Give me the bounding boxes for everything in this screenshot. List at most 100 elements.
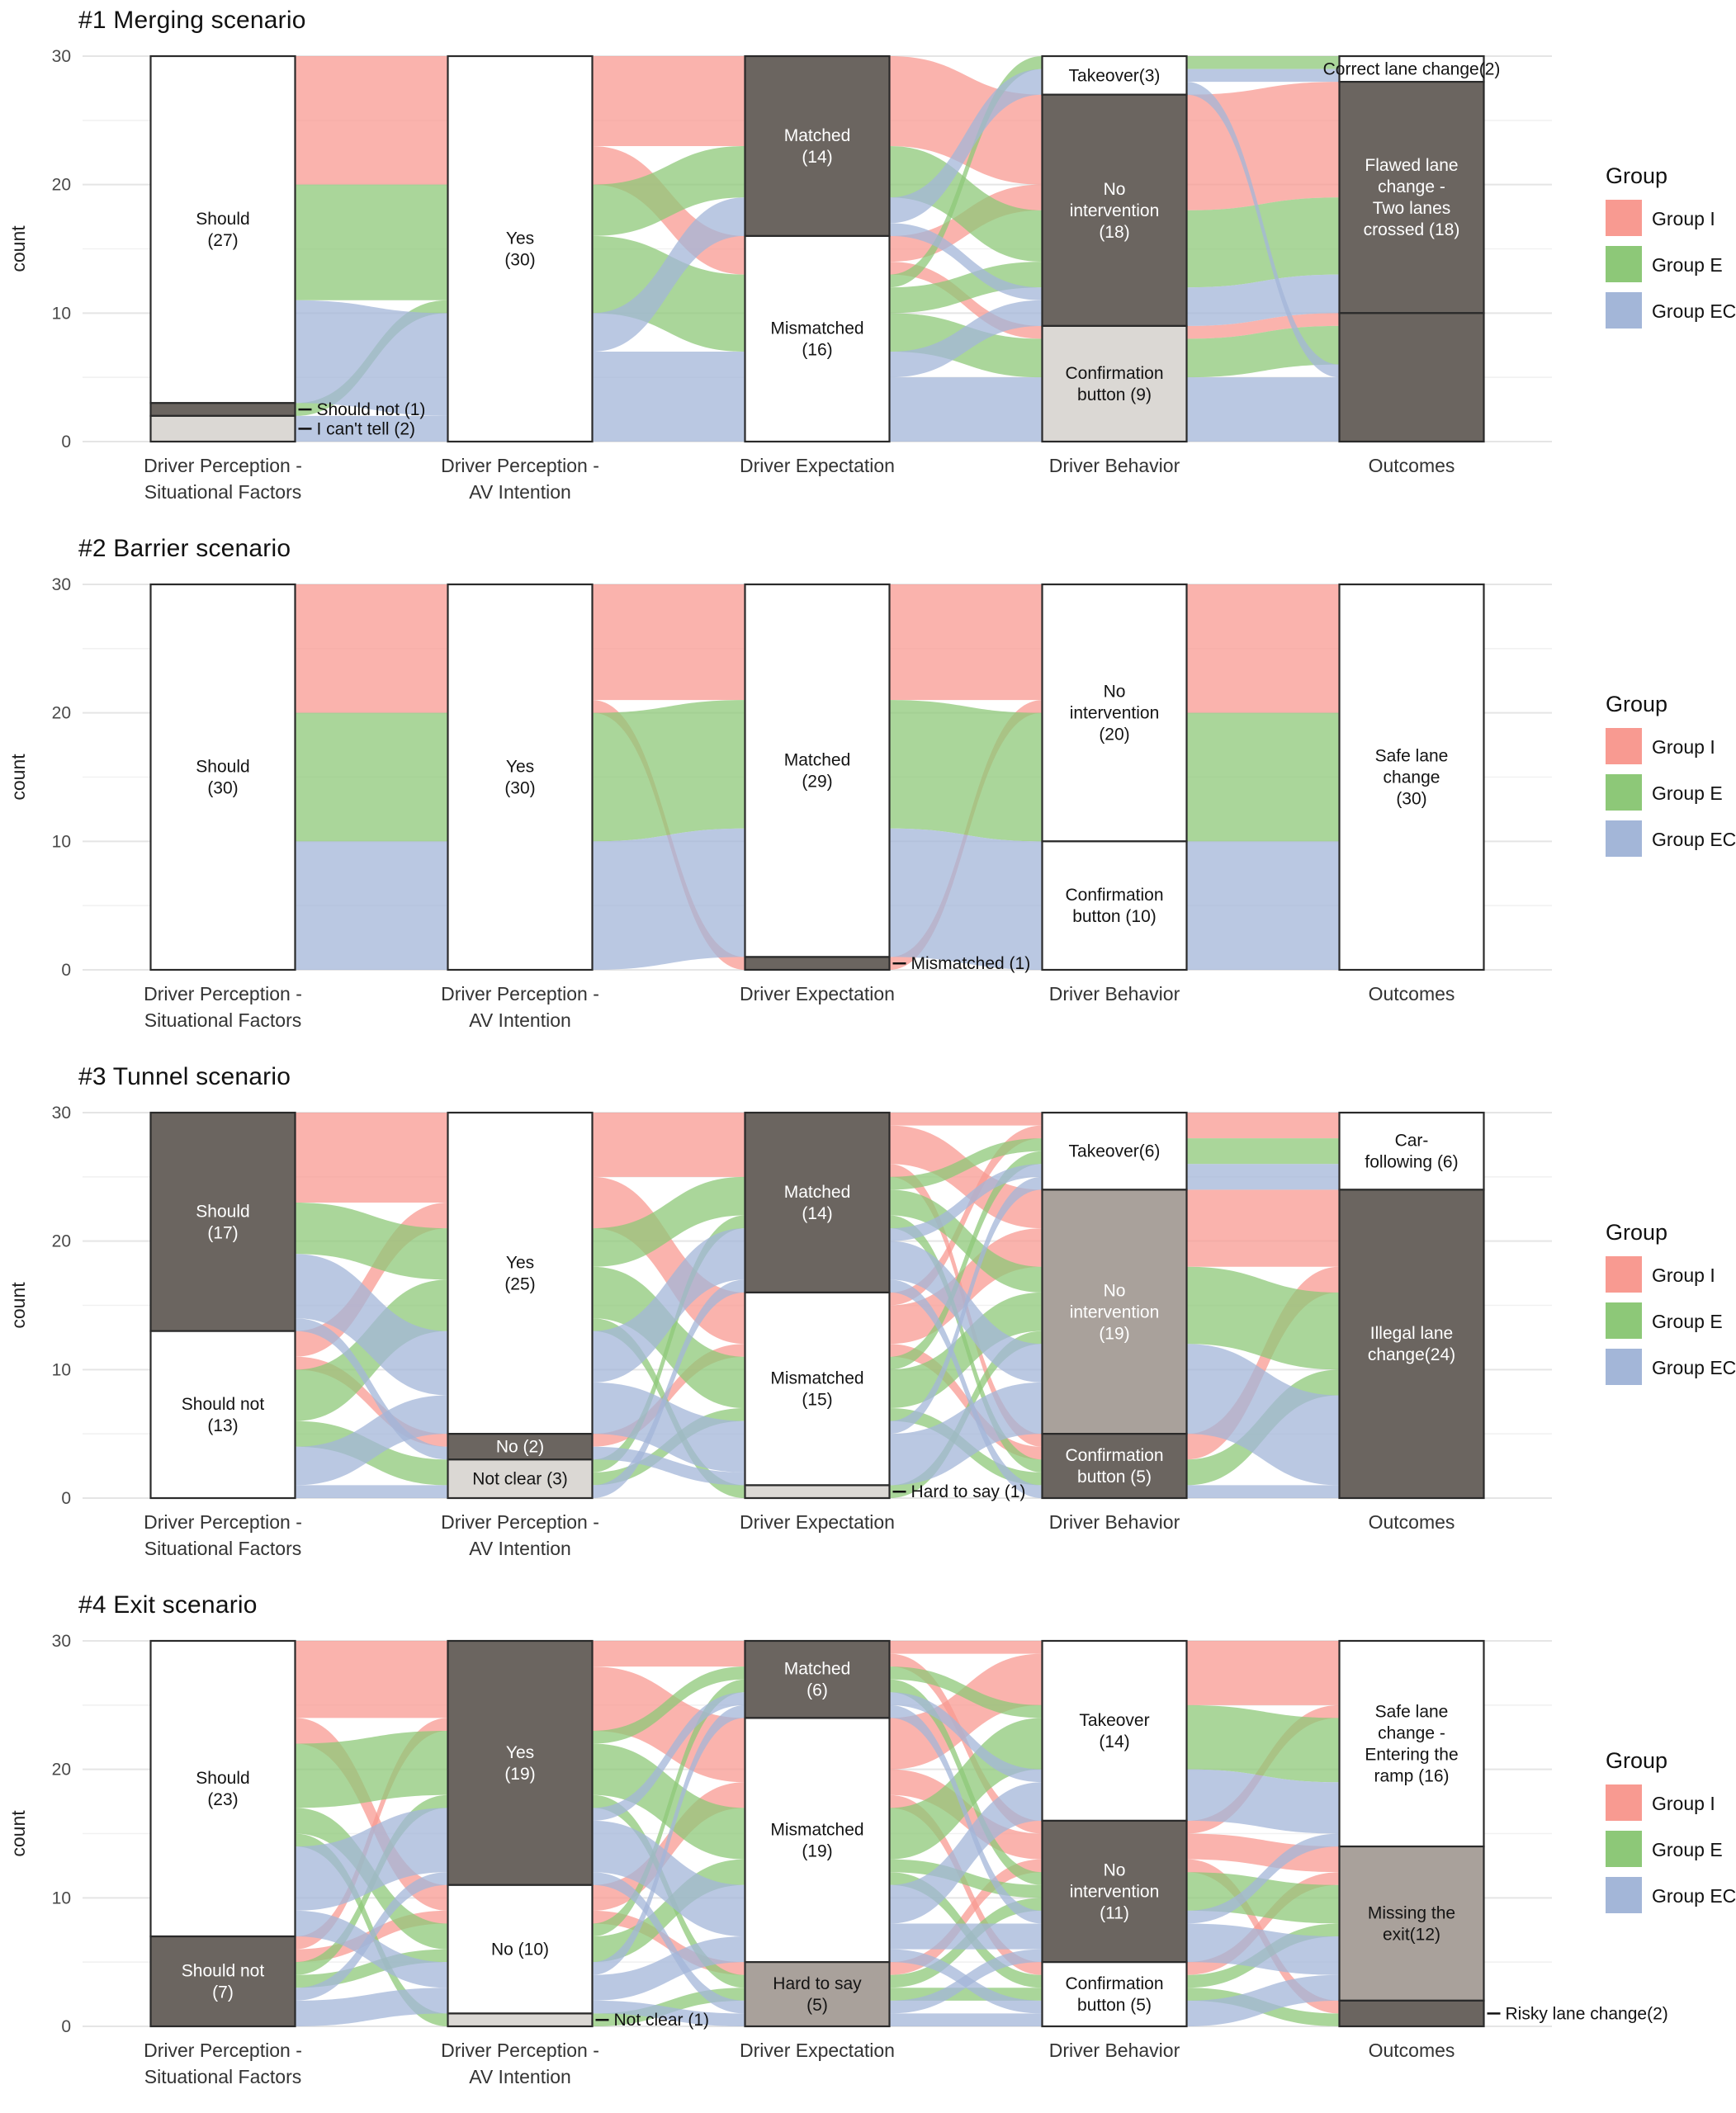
flow-group-ec <box>889 1692 1043 1783</box>
x-axis-label: Outcomes <box>1369 983 1455 1005</box>
x-axis-label: AV Intention <box>469 1009 571 1031</box>
flow-group-i <box>889 584 1043 701</box>
stratum-callout-label: Not clear (1) <box>614 2011 710 2030</box>
flow-group-ec <box>889 1176 1043 1435</box>
flow-group-e <box>889 1859 1043 1898</box>
flow-group-e <box>592 235 745 352</box>
x-axis-label: Outcomes <box>1369 1511 1455 1533</box>
flow-group-ec <box>1186 1923 1340 1975</box>
stratum-label: No intervention (11) <box>1070 1861 1160 1923</box>
legend-swatch-group-ec <box>1606 1877 1642 1913</box>
legend-swatch-group-i <box>1606 200 1642 236</box>
panel-4-chart: 0 10 20 30 count Should (23) Should not (7) Yes (1… <box>0 1585 1736 2113</box>
flow-group-ec <box>592 1820 745 1937</box>
flow-group-e <box>592 1176 745 1267</box>
stratum <box>149 54 296 404</box>
stratum-label: Should (30) <box>196 758 249 798</box>
panel-2-title: #2 Barrier scenario <box>78 535 291 562</box>
flow-group-ec <box>889 69 1043 224</box>
x-axis-label: AV Intention <box>469 2066 571 2087</box>
stratum-label: Matched (29) <box>784 751 851 792</box>
panel-3-chart: 0 10 20 30 count Should (17) Should not (13) Yes(… <box>0 1056 1736 1585</box>
stratum <box>1338 1111 1485 1191</box>
alluvial-panel-svg: 0 10 20 30 count Should (23) Should not (7) Yes (1… <box>7 1632 1736 2087</box>
stratum <box>744 1291 891 1487</box>
flow-group-i <box>889 56 1043 185</box>
flow-group-ec <box>592 1936 745 2001</box>
flow-group-ec <box>1186 69 1340 83</box>
stratum-label: Illegal lane change(24) <box>1368 1324 1455 1364</box>
flow-group-i <box>295 1356 448 1447</box>
legend-swatch-group-e <box>1606 1831 1642 1867</box>
legend-item-label: Group I <box>1652 208 1715 229</box>
stratum-label: No intervention (18) <box>1070 180 1160 242</box>
x-axis-label: Driver Behavior <box>1049 455 1180 476</box>
stratum <box>744 583 891 958</box>
flow-group-i <box>592 56 745 146</box>
y-tick-label: 20 <box>52 176 71 195</box>
stratum-label: Hard to say (5) <box>773 1974 862 2015</box>
legend-swatch-group-ec <box>1606 292 1642 329</box>
flow-group-e <box>889 1189 1043 1293</box>
stratum <box>1041 1111 1188 1191</box>
stratum <box>1041 54 1188 96</box>
stratum-label: Matched (6) <box>784 1660 851 1700</box>
stratum-callout-label: I can't tell (2) <box>317 419 416 438</box>
stratum <box>744 1639 891 1719</box>
flow-group-i <box>889 1125 1043 1229</box>
stratum <box>744 956 891 971</box>
stratum-label: Should (17) <box>196 1202 249 1242</box>
stratum <box>1041 1189 1188 1435</box>
flow-group-i <box>592 1113 745 1177</box>
stratum-label: Flawed lane change -Two lanes crossed (18) <box>1364 156 1460 239</box>
stratum-label: Yes (19) <box>504 1743 535 1784</box>
stratum-label: Missing the exit(12) <box>1368 1903 1455 1944</box>
flow-group-ec <box>889 377 1043 442</box>
stratum <box>149 1330 296 1500</box>
flow-group-i <box>889 1228 1043 1345</box>
flow-group-ec <box>592 352 745 442</box>
y-tick-label: 30 <box>52 575 71 594</box>
stratum <box>1338 54 1485 83</box>
flow-group-i <box>1186 1872 1340 1975</box>
flow-group-ec <box>889 1923 1043 1950</box>
legend-item-label: Group I <box>1652 736 1715 758</box>
flow-group-i <box>1186 1641 1340 1705</box>
legend-item-label: Group EC <box>1652 300 1736 322</box>
panel-4: 0 10 20 30 count Should (23) Should not (7) Yes (1… <box>0 1585 1736 2113</box>
stratum-label: Should (23) <box>196 1769 249 1809</box>
y-axis-title: count <box>7 1810 29 1857</box>
x-axis-label: Driver Perception - <box>144 2040 302 2061</box>
stratum-label: Car-following (6) <box>1365 1132 1458 1172</box>
flow-group-e <box>889 1988 1043 2001</box>
x-axis-label: Driver Perception - <box>441 983 599 1005</box>
panel-1-title: #1 Merging scenario <box>78 7 306 34</box>
flow-group-e <box>889 1292 1043 1409</box>
flow-group-ec <box>1186 274 1340 326</box>
panel-1-chart: 0 10 20 30 count Should (27) Should not (1) I ca… <box>0 0 1736 528</box>
flow-group-i <box>889 1653 1043 1770</box>
stratum-label: No intervention (19) <box>1070 1281 1160 1343</box>
flow-group-i <box>1186 1113 1340 1139</box>
flow-group-e <box>592 700 745 842</box>
stratum <box>447 2012 594 2028</box>
legend-title: Group <box>1606 692 1667 716</box>
stratum-label: Yes (30) <box>504 229 535 270</box>
stratum <box>149 402 296 417</box>
stratum-label: Confirmation button (5) <box>1065 1974 1163 2015</box>
flow-group-i <box>592 1344 745 1447</box>
flow-group-i <box>889 1794 1043 1975</box>
flow-group-ec <box>592 1446 745 1486</box>
y-tick-label: 10 <box>52 1360 71 1379</box>
y-tick-label: 10 <box>52 304 71 323</box>
flow-group-i <box>592 584 745 701</box>
legend-swatch-group-e <box>1606 1302 1642 1339</box>
y-tick-label: 0 <box>61 433 71 451</box>
flow-group-ec <box>1186 1485 1340 1498</box>
flow-group-ec <box>889 1949 1043 2014</box>
y-tick-label: 30 <box>52 1104 71 1123</box>
flow-group-ec <box>889 300 1043 378</box>
panel-1: 0 10 20 30 count Should (27) Should not (1) I ca… <box>0 0 1736 528</box>
legend-item-label: Group EC <box>1652 1885 1736 1907</box>
flow-group-ec <box>1186 841 1340 970</box>
